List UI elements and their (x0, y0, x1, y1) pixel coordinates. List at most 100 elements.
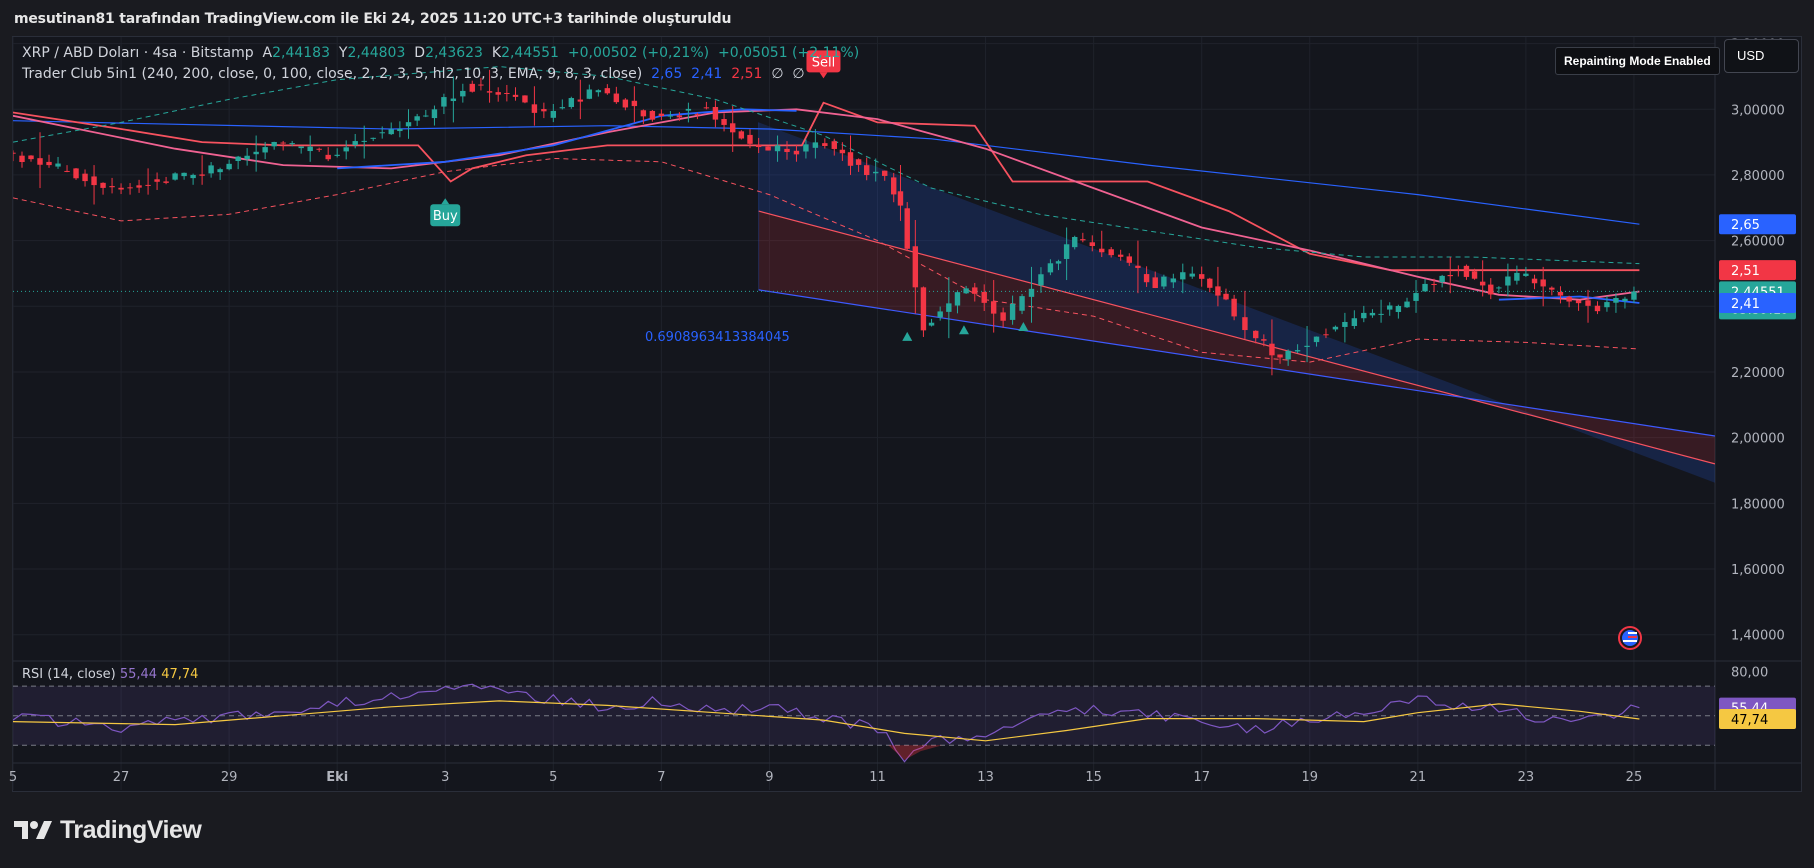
price-tick-label: 1,80000 (1731, 497, 1785, 512)
candle-body (325, 154, 331, 160)
candle-body (1351, 318, 1358, 326)
candle-body (414, 116, 420, 121)
candle-body (1285, 350, 1291, 360)
candle-body (1431, 283, 1437, 285)
top-caption-bar: mesutinan81 tarafından TradingView.com i… (0, 0, 1814, 38)
signal-pointer (819, 72, 828, 79)
candle-body (1631, 291, 1637, 300)
candle-body (379, 132, 385, 134)
candle-body (154, 179, 160, 182)
time-tick-label: 21 (1410, 770, 1427, 785)
candle-body (522, 95, 528, 103)
candle-body (1455, 269, 1462, 271)
candle-body (1622, 298, 1628, 302)
tradingview-brand[interactable]: TradingView (14, 816, 202, 844)
indicator-legend[interactable]: Trader Club 5in1 (240, 200, close, 0, 10… (22, 66, 805, 82)
candle-body (803, 144, 809, 152)
candle-body (244, 155, 250, 160)
candle-body (370, 137, 376, 139)
candle-body (199, 174, 205, 176)
badge-text: 47,74 (1731, 713, 1768, 728)
candle-body (1369, 312, 1376, 316)
time-tick-label: 17 (1193, 770, 1210, 785)
candle-body (28, 155, 34, 160)
candle-body (495, 92, 501, 95)
signal-box (806, 50, 841, 73)
candle-body (622, 99, 629, 108)
rsi-ma-value: 47,74 (161, 667, 199, 682)
flag-icon[interactable] (1618, 626, 1642, 650)
candle-body (1395, 305, 1402, 312)
candle-body (531, 104, 538, 113)
lower-band-line (13, 157, 1640, 363)
candle-body (1207, 278, 1213, 288)
candle-body (1215, 286, 1221, 296)
candle-body (1447, 274, 1453, 277)
chart-frame[interactable] (12, 36, 1802, 792)
symbol-name[interactable]: XRP / ABD Doları · 4sa · Bitstamp (22, 45, 254, 61)
pivot-marker (1018, 322, 1029, 332)
candle-body (1047, 263, 1054, 273)
indicator-name[interactable]: Trader Club 5in1 (240, 200, close, 0, 10… (22, 66, 643, 82)
candle-body (685, 108, 692, 111)
candle-body (1413, 293, 1419, 301)
candle-body (1152, 277, 1158, 289)
candle-body (831, 141, 837, 149)
candle-body (873, 171, 879, 174)
candle-body (181, 172, 187, 177)
time-tick-label: 23 (1518, 770, 1535, 785)
time-tick-label: 9 (765, 770, 773, 785)
currency-button[interactable]: USD (1724, 39, 1799, 73)
ema-blue-line-end (1498, 295, 1640, 304)
snapshot-caption: mesutinan81 tarafından TradingView.com i… (14, 11, 732, 27)
candle-body (1378, 313, 1384, 315)
time-tick-label: 11 (869, 770, 886, 785)
candle-body (649, 110, 656, 120)
indicator-value-5: ∅ (792, 66, 805, 82)
candle-body (897, 191, 904, 206)
time-axis[interactable]: 5 27 29 Eki 3 5 7 9 11 13 15 17 19 21 23 25 (9, 770, 1642, 785)
signal-pointer (441, 198, 450, 205)
candle-body (912, 246, 919, 288)
candle-body (1189, 273, 1195, 277)
candle-body (613, 93, 620, 103)
candle-body (730, 123, 736, 133)
candle-body (1531, 278, 1538, 284)
candle-body (1089, 242, 1095, 246)
badge-box (1719, 260, 1796, 281)
candle-body (1604, 302, 1610, 308)
candle-body (1566, 296, 1572, 302)
price-axis[interactable]: 1,400001,600001,800002,000002,200002,400… (1731, 38, 1785, 681)
candle-body (847, 152, 854, 166)
candle-body (1575, 300, 1582, 304)
candle-body (46, 161, 52, 166)
candle-body (1231, 298, 1237, 317)
rsi-name[interactable]: RSI (14, close) (22, 667, 116, 682)
candle-body (1223, 293, 1229, 300)
candle-body (172, 173, 178, 180)
time-tick-label: 19 (1301, 770, 1318, 785)
candle-body (774, 145, 781, 152)
candle-body (431, 109, 438, 119)
candle-body (747, 134, 753, 144)
candle-body (1514, 272, 1520, 281)
candle-body (253, 151, 259, 155)
candle-body (1028, 288, 1035, 297)
candle-body (694, 114, 701, 116)
candle-body (423, 115, 429, 117)
open-value: 2,44183 (272, 45, 330, 61)
candle-body (541, 109, 547, 112)
candle-body (136, 185, 142, 188)
candle-body (82, 173, 88, 182)
candle-body (928, 322, 935, 326)
low-label: D (414, 45, 426, 61)
candle-body (91, 176, 97, 186)
pivot-marker (902, 331, 913, 341)
symbol-legend[interactable]: XRP / ABD Doları · 4sa · Bitstamp A2,441… (22, 45, 859, 61)
rsi-badge: 47,74 (1719, 709, 1796, 730)
time-tick-label: 5 (549, 770, 557, 785)
low-value: 2,43623 (425, 45, 483, 61)
rsi-legend[interactable]: RSI (14, close) 55,44 47,74 (22, 667, 198, 682)
